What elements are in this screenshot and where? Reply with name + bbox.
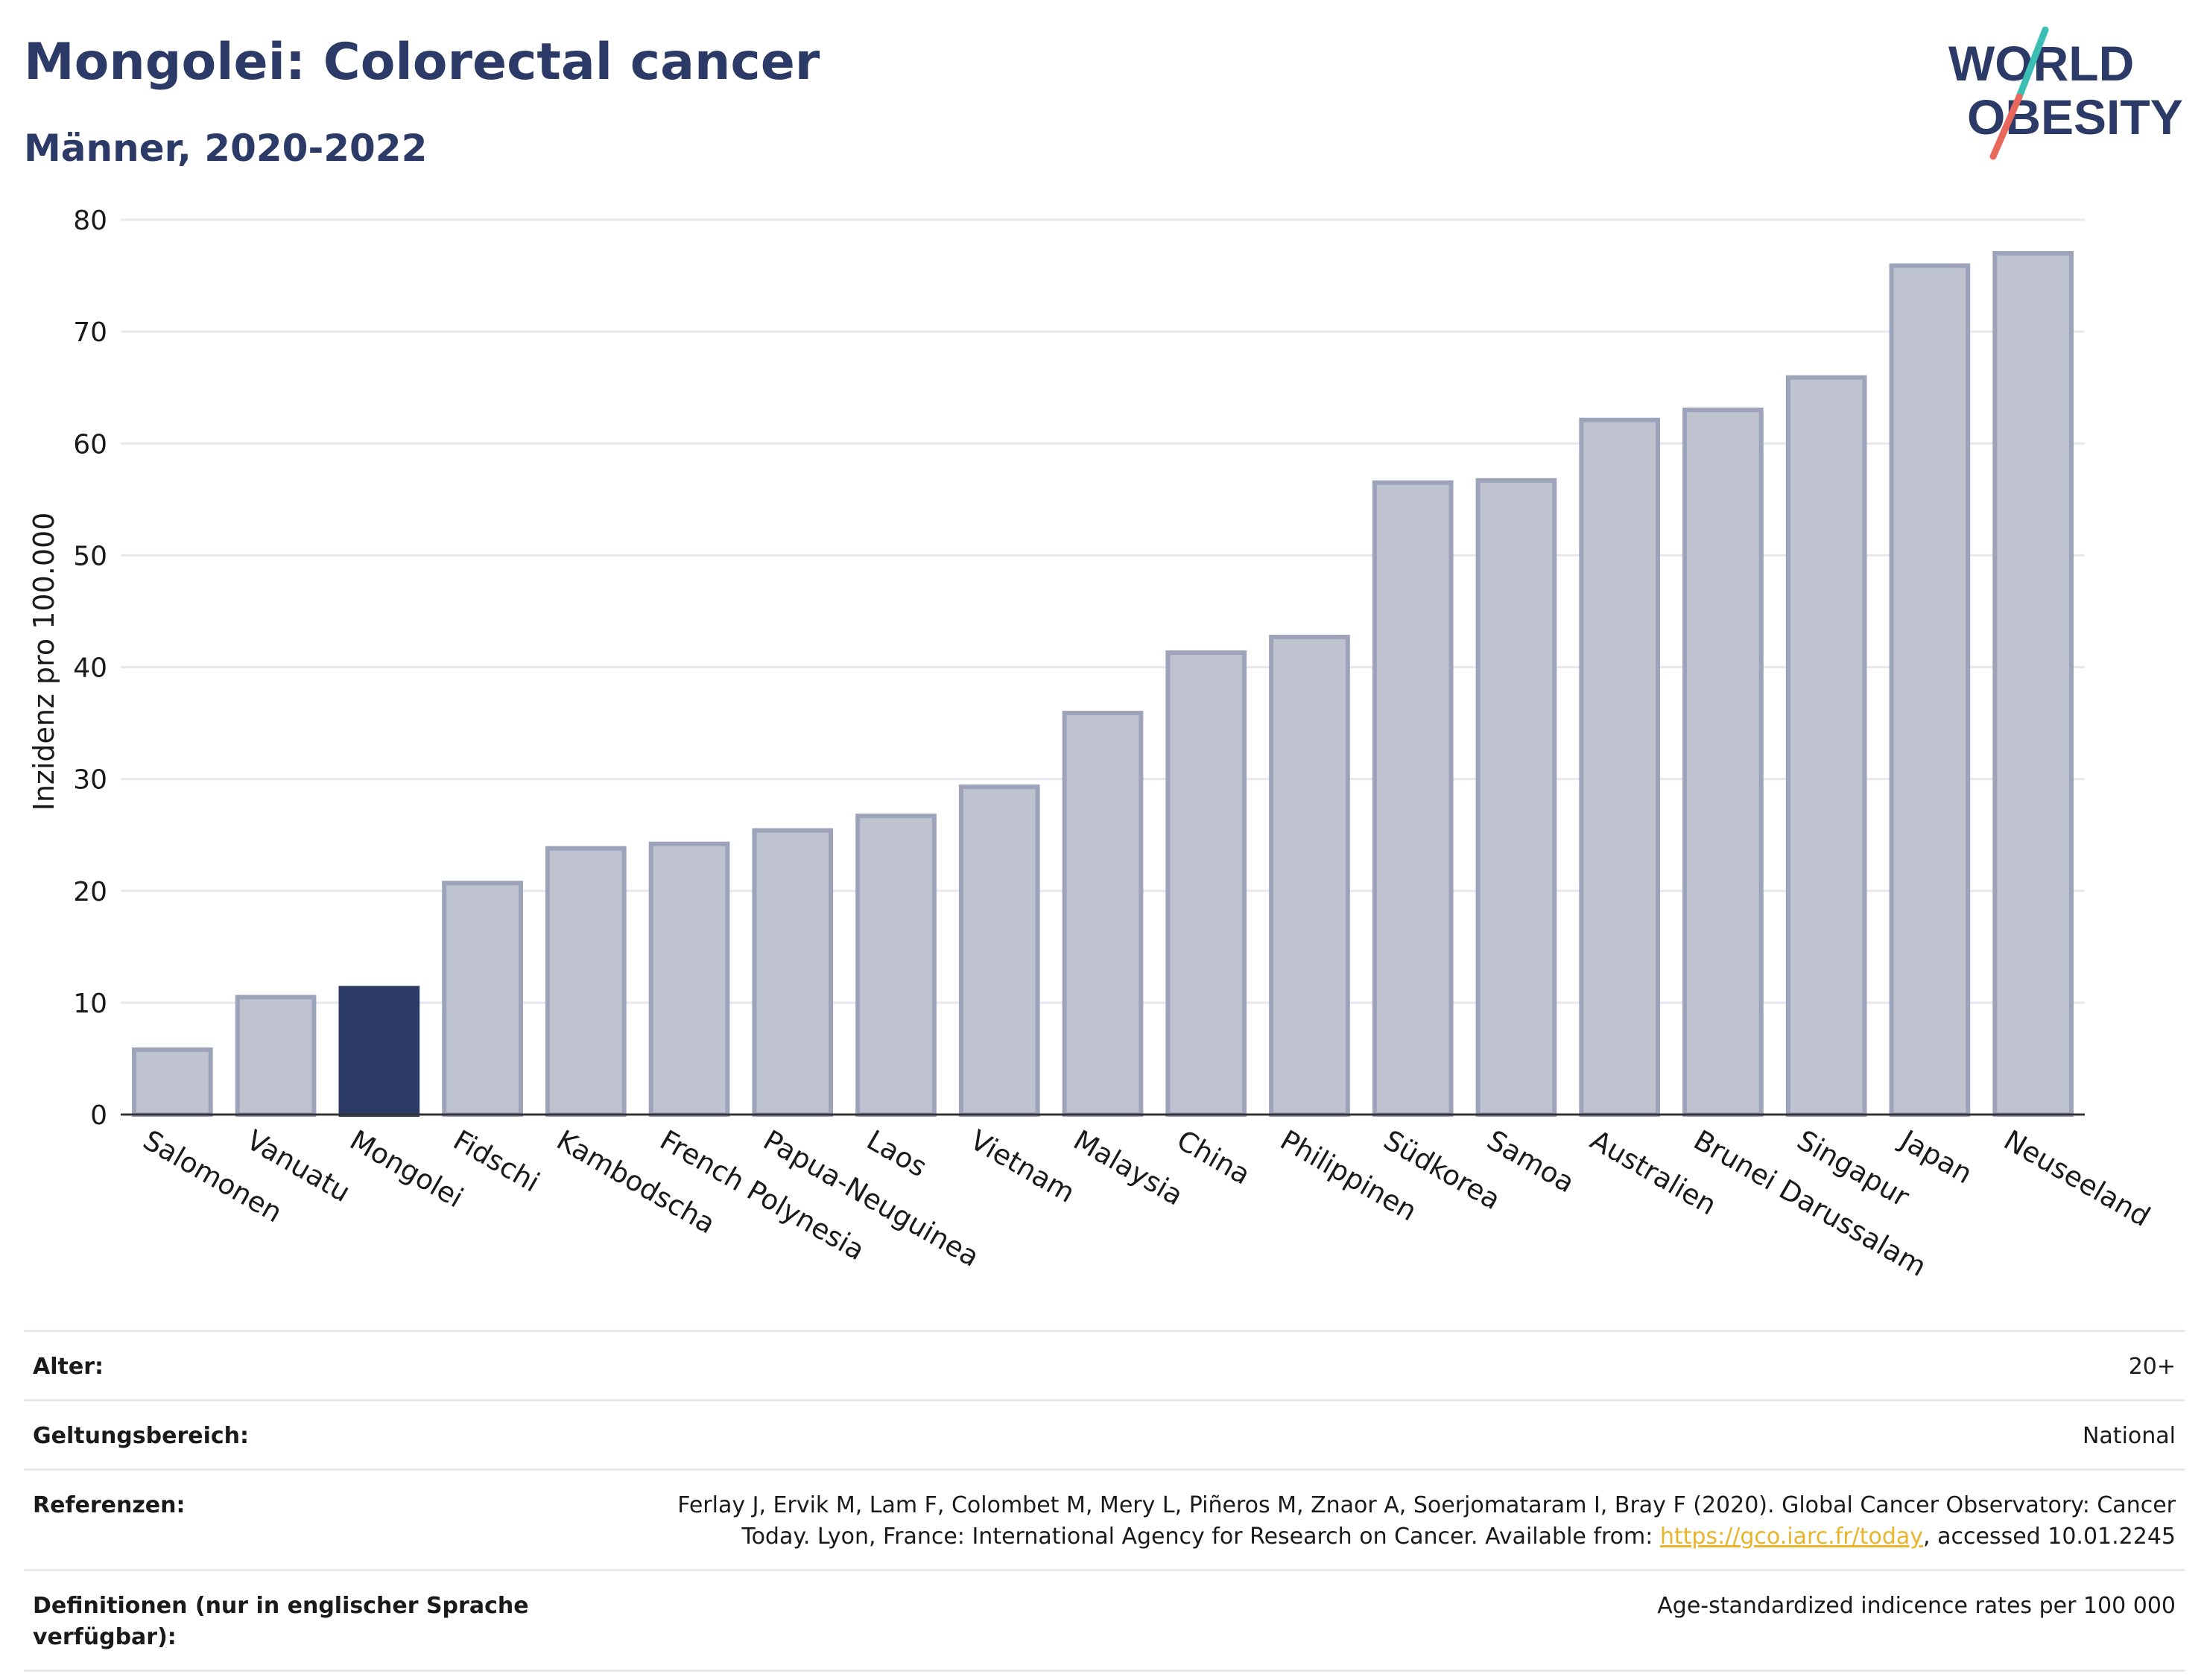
logo-slash-teal xyxy=(2015,26,2049,101)
y-tick-label: 70 xyxy=(73,317,107,348)
bar-layer xyxy=(132,251,2074,1118)
scope-value: National xyxy=(2082,1423,2176,1449)
bar[interactable] xyxy=(855,814,937,1117)
bar[interactable] xyxy=(132,1047,213,1117)
meta-row-definitions: Definitionen (nur in englischer Sprache … xyxy=(24,1569,2185,1672)
y-tick-label: 40 xyxy=(73,653,107,684)
logo-slash-red xyxy=(1989,93,2023,160)
references-label: Referenzen: xyxy=(33,1492,186,1518)
references-value: Ferlay J, Ervik M, Lam F, Colombet M, Me… xyxy=(611,1490,2176,1553)
meta-row-scope: Geltungsbereich: National xyxy=(24,1399,2185,1468)
age-label: Alter: xyxy=(33,1354,104,1380)
definitions-label: Definitionen (nur in englischer Sprache … xyxy=(33,1593,529,1650)
bar[interactable] xyxy=(1269,634,1350,1117)
bar[interactable] xyxy=(1165,650,1247,1117)
references-link[interactable]: https://gco.iarc.fr/today xyxy=(1659,1524,1924,1550)
bar[interactable] xyxy=(1062,711,1144,1117)
bar[interactable] xyxy=(1889,263,1971,1117)
y-tick-label: 80 xyxy=(73,206,107,236)
page-title: Mongolei: Colorectal cancer xyxy=(24,33,820,92)
y-tick-label: 50 xyxy=(73,541,107,571)
x-tick-label: Neuseeland xyxy=(1998,1124,2156,1234)
bar[interactable] xyxy=(338,986,420,1118)
x-tick-label: Mongolei xyxy=(344,1124,469,1214)
x-tick-label: Vietnam xyxy=(965,1124,1080,1209)
y-tick-label: 10 xyxy=(73,989,107,1019)
bar[interactable] xyxy=(442,881,523,1117)
age-value: 20+ xyxy=(2128,1354,2176,1380)
y-axis-label: Inzidenz pro 100.000 xyxy=(28,513,60,811)
world-obesity-logo: WORLD OBESITY xyxy=(1948,26,2183,160)
bar[interactable] xyxy=(958,784,1040,1118)
bar[interactable] xyxy=(752,828,834,1117)
y-tick-label: 0 xyxy=(90,1100,107,1131)
x-tick-label: Laos xyxy=(861,1124,932,1184)
bar[interactable] xyxy=(1579,417,1661,1117)
page-subtitle: Männer, 2020-2022 xyxy=(24,127,428,170)
meta-row-references: Referenzen: Ferlay J, Ervik M, Lam F, Co… xyxy=(24,1468,2185,1569)
definitions-value: Age-standardized indicence rates per 100… xyxy=(1657,1593,2176,1619)
bar[interactable] xyxy=(1992,251,2074,1118)
references-text: Ferlay J, Ervik M, Lam F, Colombet M, Me… xyxy=(677,1492,2176,1550)
references-accessed: , accessed 10.01.2245 xyxy=(1923,1524,2176,1550)
bar[interactable] xyxy=(1682,408,1764,1117)
meta-row-age: Alter: 20+ xyxy=(24,1330,2185,1399)
metadata-table: Alter: 20+ Geltungsbereich: National Ref… xyxy=(24,1330,2185,1672)
x-tick-label: Malaysia xyxy=(1068,1124,1189,1212)
bar[interactable] xyxy=(1785,375,1867,1117)
bar[interactable] xyxy=(648,841,730,1117)
bar-chart: 01020304050607080SalomonenVanuatuMongole… xyxy=(28,206,2156,1283)
bar[interactable] xyxy=(1475,478,1557,1117)
bar[interactable] xyxy=(235,995,317,1118)
bar[interactable] xyxy=(545,846,627,1117)
y-tick-label: 60 xyxy=(73,429,107,460)
y-tick-label: 20 xyxy=(73,877,107,907)
scope-label: Geltungsbereich: xyxy=(33,1423,250,1449)
y-tick-label: 30 xyxy=(73,765,107,796)
bar[interactable] xyxy=(1372,480,1454,1117)
